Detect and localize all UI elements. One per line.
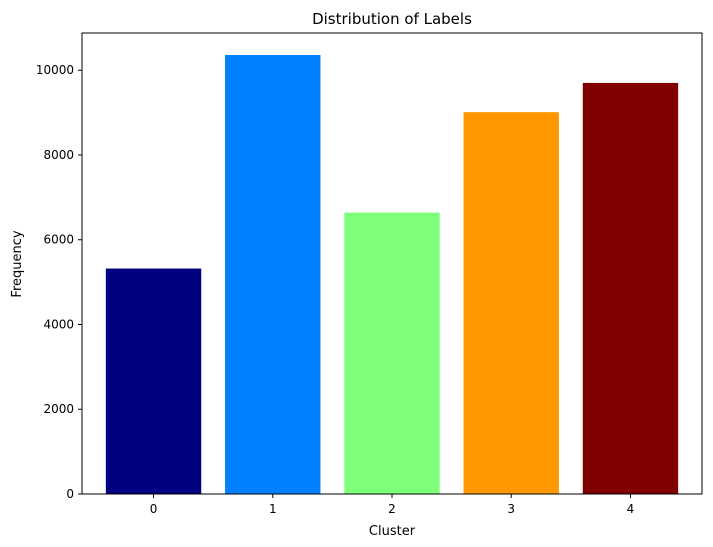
y-tick-label: 0 bbox=[66, 487, 74, 501]
y-tick-label: 10000 bbox=[36, 63, 74, 77]
plot-frame bbox=[81, 32, 703, 495]
x-tick-label: 1 bbox=[269, 502, 277, 516]
bar-cluster-2 bbox=[344, 212, 440, 494]
x-tick-label: 2 bbox=[388, 502, 396, 516]
bar-cluster-3 bbox=[463, 112, 559, 494]
y-axis: 0 2000 4000 6000 8000 10000 bbox=[36, 63, 82, 501]
y-tick-label: 8000 bbox=[43, 148, 74, 162]
y-tick-label: 4000 bbox=[43, 317, 74, 331]
x-tick-label: 4 bbox=[627, 502, 635, 516]
x-tick-label: 3 bbox=[507, 502, 515, 516]
chart-title: Distribution of Labels bbox=[312, 10, 472, 28]
bars-group bbox=[105, 54, 679, 494]
x-axis: 0 1 2 3 4 bbox=[150, 494, 635, 516]
y-tick-label: 6000 bbox=[43, 233, 74, 247]
x-axis-label: Cluster bbox=[369, 524, 416, 539]
x-tick-label: 0 bbox=[150, 502, 158, 516]
y-axis-label: Frequency bbox=[10, 230, 25, 297]
y-tick-label: 2000 bbox=[43, 402, 74, 416]
bar-cluster-1 bbox=[225, 54, 321, 494]
bar-cluster-0 bbox=[105, 268, 202, 494]
bar-cluster-4 bbox=[582, 82, 679, 494]
